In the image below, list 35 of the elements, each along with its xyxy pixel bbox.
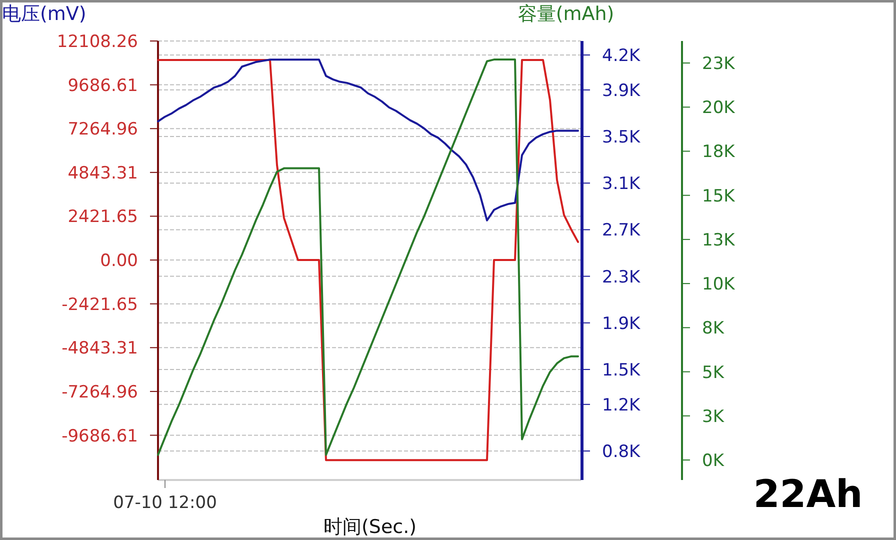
y-tick-label: 0.00 [100,251,138,272]
y-tick-label: 12108.26 [56,32,138,52]
y3-tick-label: 13K [702,230,736,250]
y3-tick-label: 3K [702,406,725,427]
y2-tick-label: 4.2K [602,46,642,66]
y2-tick-label: 1.9K [602,314,642,334]
y3-tick-label: 23K [702,54,736,74]
y-tick-label: -9686.61 [62,426,138,446]
text: 22Ah [753,472,863,516]
y3-tick-label: 8K [702,318,725,339]
x-tick-label: 07-10 12:00 [113,493,217,513]
y2-tick-label: 1.5K [602,360,642,380]
x-axis-title: 时间(Sec.) [323,516,417,538]
y3-tick-label: 0K [702,450,725,471]
y-tick-label: 7264.96 [68,120,138,140]
y2-tick-label: 1.2K [602,395,642,416]
y2-tick-label: 0.8K [602,442,642,462]
y-tick-label: -7264.96 [62,382,138,402]
y-tick-label: 9686.61 [68,76,138,96]
y-tick-label: 2421.65 [68,207,138,228]
y-tick-label: -2421.65 [62,294,138,315]
y3-tick-label: 10K [702,274,736,295]
y3-tick-label: 15K [702,186,736,206]
y3-tick-label: 18K [702,142,736,162]
y3-tick-label: 20K [702,98,736,118]
y2-tick-label: 3.1K [602,174,642,194]
y-tick-label: -4843.31 [62,338,138,359]
y-tick-label: 4843.31 [68,163,138,184]
y2-tick-label: 3.9K [602,80,642,101]
y-axis-title: 电压(mV) [2,3,86,25]
y2-tick-label: 2.7K [602,220,642,241]
y3-axis-title: 容量(mAh) [518,3,614,25]
y2-tick-label: 3.5K [602,128,642,148]
y3-tick-label: 5K [702,362,725,383]
y2-tick-label: 2.3K [602,267,642,288]
